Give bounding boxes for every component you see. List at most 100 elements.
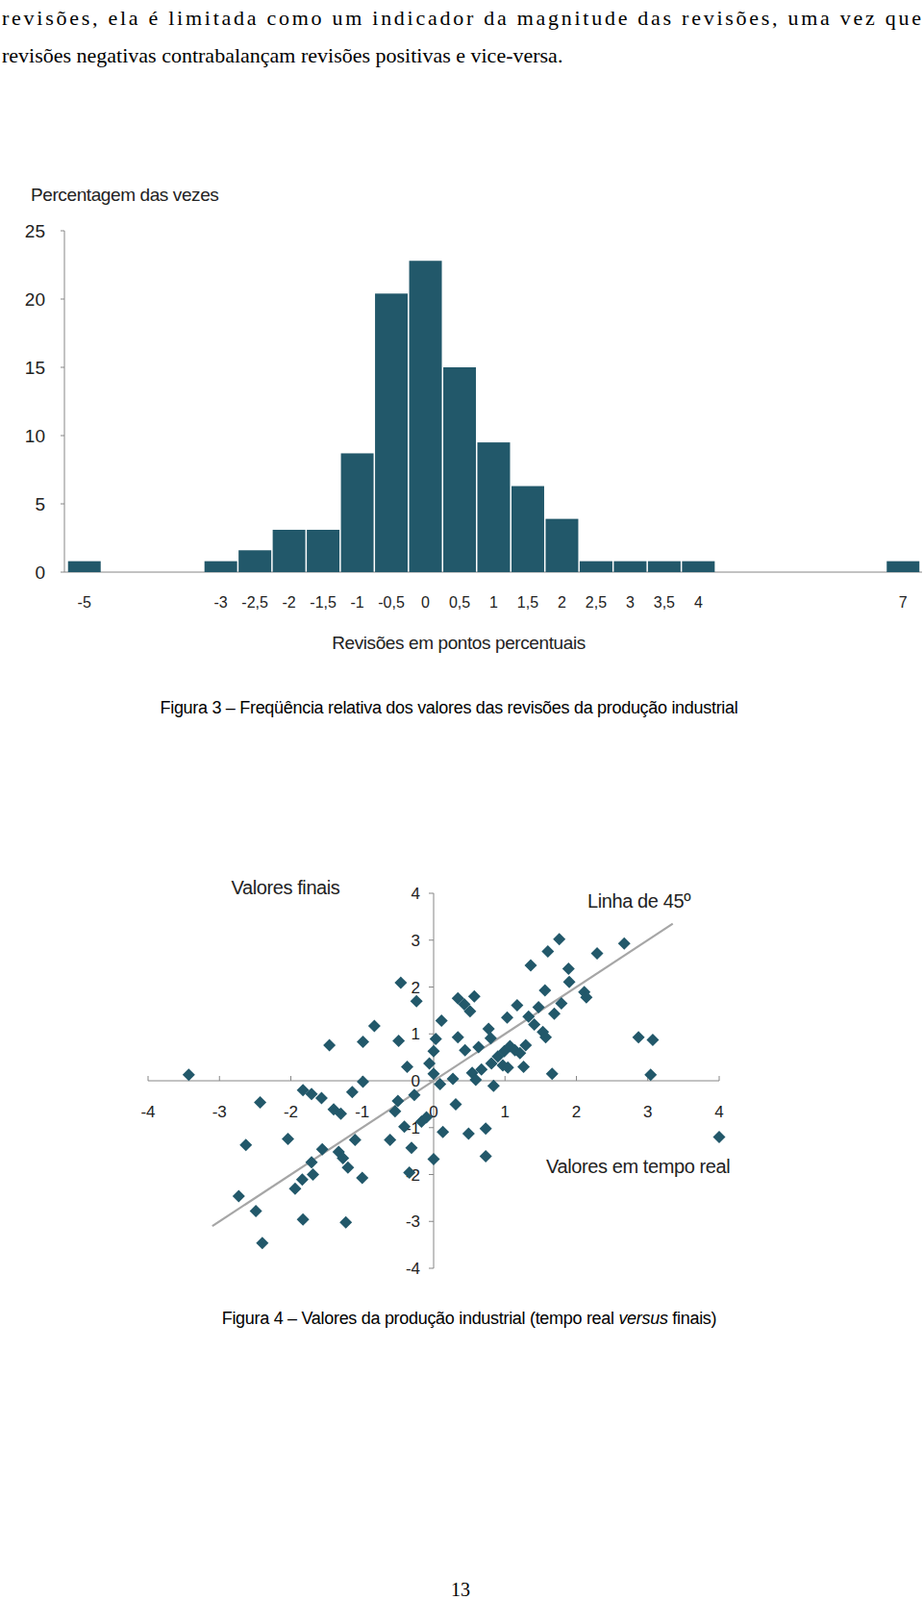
point: [281, 1132, 295, 1146]
point: [548, 1007, 561, 1021]
point: [255, 1236, 269, 1249]
point: [410, 995, 424, 1008]
x-tick-label: -1,5: [309, 594, 337, 611]
point: [427, 1067, 441, 1080]
point: [469, 1073, 482, 1087]
figure-caption: Figura 4 – Valores da produção industria…: [222, 1308, 718, 1328]
page-text: revisões, ela é limitada como um indicad…: [1, 5, 922, 1600]
point: [646, 1033, 659, 1047]
point: [458, 1044, 472, 1057]
y-tick: [428, 1033, 434, 1035]
point: [305, 1155, 319, 1169]
x-tick-label: 2,5: [585, 594, 607, 611]
point: [420, 1111, 433, 1124]
point: [539, 1030, 552, 1044]
point: [288, 1182, 301, 1196]
point: [482, 1022, 496, 1035]
point: [713, 1130, 726, 1144]
y-tick-label: 3: [411, 931, 421, 950]
bar: [374, 293, 408, 573]
point: [315, 1092, 328, 1105]
caption-part: Figura 4 – Valores da produção industria…: [222, 1308, 620, 1328]
y-tick-label: 5: [34, 494, 46, 515]
reference-line: [212, 923, 674, 1226]
point: [554, 997, 568, 1010]
x-tick-label: 3: [625, 594, 635, 611]
point: [644, 1068, 657, 1081]
point: [306, 1168, 320, 1181]
bar: [409, 260, 443, 573]
point: [249, 1204, 263, 1218]
bar: [749, 572, 783, 574]
y-tick-label: 20: [24, 289, 46, 310]
bar: [784, 572, 818, 574]
point: [316, 1143, 329, 1156]
y-tick-label: 0: [411, 1072, 421, 1091]
point: [517, 1060, 530, 1073]
point: [391, 1094, 404, 1107]
y-tick-label: -4: [405, 1259, 421, 1278]
y-tick: [428, 1221, 434, 1223]
x-tick-label: -2: [282, 594, 297, 611]
point: [519, 1038, 532, 1051]
x-tick-label: -4: [140, 1102, 155, 1122]
bars: [68, 260, 921, 573]
bar: [170, 572, 203, 574]
x-tick: [290, 1075, 292, 1081]
point: [632, 1030, 646, 1044]
x-tick-label: 0: [421, 594, 430, 611]
point: [546, 1067, 559, 1080]
point: [479, 1122, 493, 1135]
x-tick-label: -2: [283, 1102, 299, 1122]
point: [394, 976, 407, 990]
x-tick-label: -3: [214, 594, 228, 611]
bar: [477, 442, 511, 573]
line-label: Linha de 45º: [587, 890, 692, 912]
y-tick: [60, 503, 65, 505]
y-tick: [60, 435, 65, 437]
bar: [101, 572, 135, 574]
bar: [648, 561, 681, 573]
point: [427, 1152, 441, 1166]
caption-part: versus: [618, 1308, 669, 1328]
bar: [306, 529, 340, 573]
point: [468, 990, 481, 1003]
point: [484, 1031, 498, 1045]
bar: [886, 561, 920, 573]
page-number: 13: [450, 1578, 471, 1600]
x-tick: [575, 1075, 577, 1081]
point: [474, 1063, 488, 1076]
point: [339, 1216, 352, 1229]
y-tick: [60, 572, 65, 574]
point: [510, 998, 524, 1012]
figure-caption: Figura 3 – Freqüência relativa dos valor…: [160, 698, 739, 718]
y-tick: [428, 939, 434, 941]
x-tick-label: 2: [572, 1102, 581, 1122]
point: [383, 1133, 397, 1147]
y-tick-label: 2: [411, 978, 421, 998]
x-axis-title: Valores em tempo real: [546, 1155, 730, 1177]
point: [182, 1068, 196, 1081]
point: [563, 975, 576, 989]
point: [388, 1104, 401, 1118]
y-tick-label: 10: [24, 425, 46, 447]
point: [562, 962, 575, 975]
bar: [136, 572, 170, 574]
point: [429, 1032, 443, 1046]
point: [500, 1011, 514, 1024]
x-tick-label: 4: [694, 594, 703, 611]
x-tick-label: -1: [349, 594, 364, 611]
x-tick-label: 2: [557, 594, 567, 611]
x-tick-label: 0,5: [449, 594, 471, 611]
point: [552, 932, 566, 946]
x-tick-label: 4: [714, 1102, 724, 1122]
plot-area: [182, 923, 726, 1249]
x-tick-label: 1,5: [517, 594, 539, 611]
point: [541, 945, 554, 958]
point: [451, 1030, 465, 1044]
y-tick: [60, 367, 65, 369]
point: [407, 1088, 421, 1101]
point: [435, 1014, 449, 1027]
point: [239, 1138, 252, 1151]
bar: [852, 572, 886, 574]
